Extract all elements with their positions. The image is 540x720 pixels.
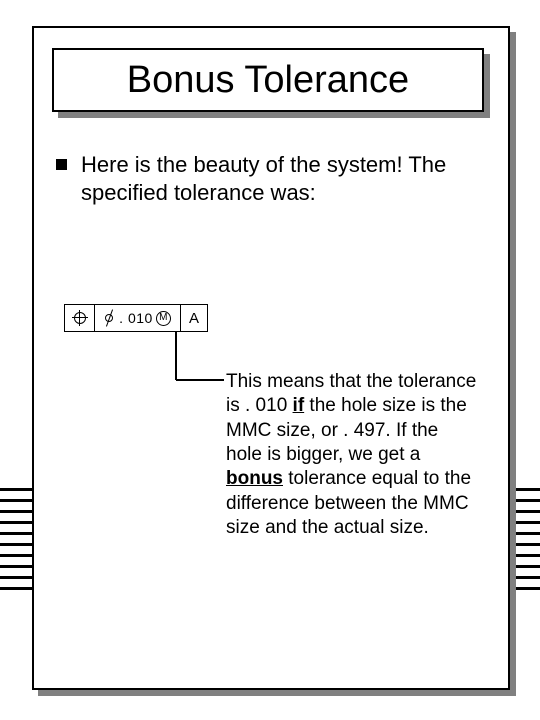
- bullet-item: Here is the beauty of the system! The sp…: [56, 151, 486, 206]
- decorative-lines-right: [514, 488, 540, 598]
- decorative-lines-left: [0, 488, 34, 598]
- position-symbol-icon: [72, 310, 88, 326]
- fcf-tolerance-compartment: . 010 M: [94, 304, 180, 332]
- bullet-marker-icon: [56, 159, 67, 170]
- fcf-datum: A: [180, 304, 208, 332]
- slide-title: Bonus Tolerance: [127, 59, 409, 102]
- fcf-geometric-symbol: [64, 304, 94, 332]
- fcf-tolerance-value: . 010: [119, 310, 153, 326]
- slide-frame: [32, 26, 510, 690]
- explanation-emphasis-if: if: [293, 395, 305, 416]
- mmc-modifier-icon: M: [156, 311, 171, 326]
- title-box: Bonus Tolerance: [52, 48, 484, 112]
- bullet-text: Here is the beauty of the system! The sp…: [81, 151, 486, 206]
- diameter-symbol-icon: [104, 310, 116, 326]
- feature-control-frame: . 010 M A: [64, 304, 208, 332]
- explanation-emphasis-bonus: bonus: [226, 468, 283, 489]
- explanation-text: This means that the tolerance is . 010 i…: [226, 370, 478, 540]
